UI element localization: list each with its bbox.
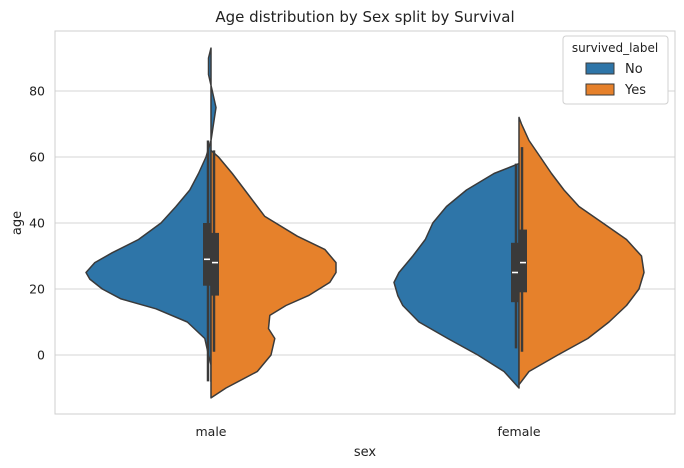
iqr-box-female-yes [519, 229, 527, 293]
x-tick-label-male: male [196, 424, 227, 439]
y-tick-label: 40 [29, 216, 45, 231]
y-axis-label: age [10, 211, 25, 235]
violin-male-yes [210, 149, 337, 399]
legend-label-yes: Yes [624, 83, 646, 98]
x-axis-label: sex [354, 445, 377, 460]
y-tick-label: 0 [37, 348, 45, 363]
legend-swatch-yes [585, 83, 615, 96]
y-tick-label: 60 [29, 150, 45, 165]
violin-male-no [85, 47, 217, 383]
y-tick-labels: 0 20 40 60 80 [29, 84, 45, 363]
inner-boxes [203, 140, 527, 382]
iqr-box-male-no [203, 223, 211, 286]
x-tick-labels: male female [196, 424, 541, 439]
iqr-box-male-yes [211, 232, 219, 296]
x-tick-label-female: female [497, 424, 540, 439]
violin-female-no [393, 162, 520, 389]
y-tick-label: 20 [29, 282, 45, 297]
legend-label-no: No [625, 62, 643, 77]
violins [85, 47, 645, 399]
legend-title: survived_label [572, 41, 658, 55]
plot-frame [54, 30, 676, 415]
chart-title: Age distribution by Sex split by Surviva… [215, 8, 514, 26]
legend-swatch-no [585, 62, 615, 75]
y-tick-label: 80 [29, 84, 45, 99]
violin-female-yes [518, 116, 645, 386]
legend: survived_label No Yes [562, 35, 669, 105]
